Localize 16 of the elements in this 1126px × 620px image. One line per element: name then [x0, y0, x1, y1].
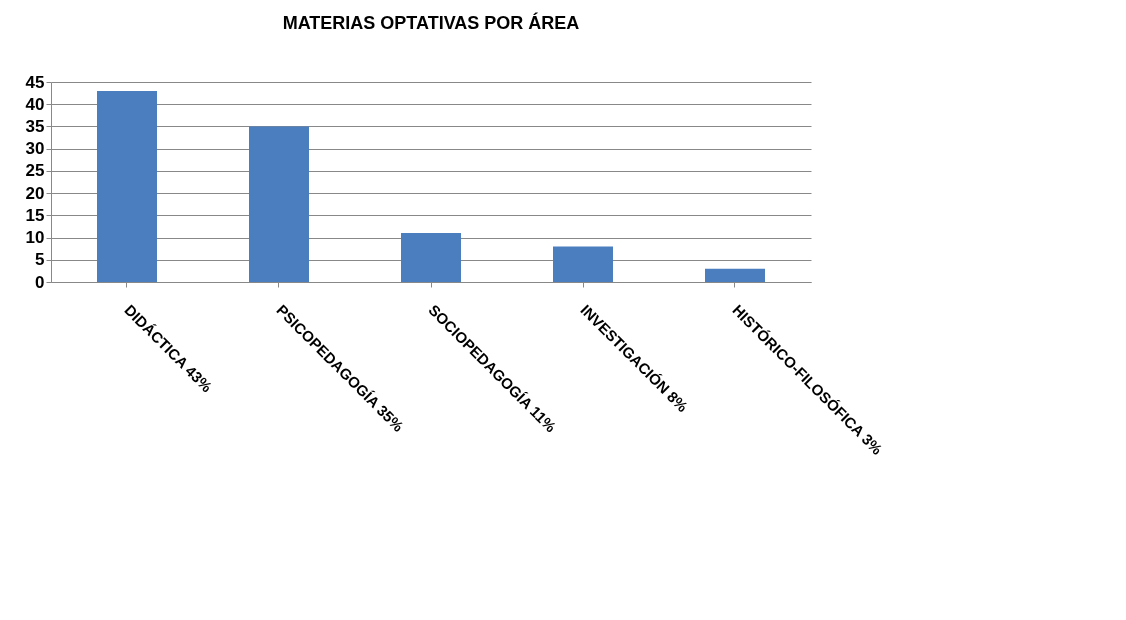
y-tick-label: 30	[25, 139, 45, 159]
chart-title: MATERIAS OPTATIVAS POR ÁREA	[282, 12, 580, 33]
bar	[705, 268, 765, 282]
bar	[97, 90, 157, 282]
bar	[553, 246, 613, 282]
bar	[249, 126, 309, 282]
y-tick-label: 20	[25, 183, 45, 203]
y-tick-label: 15	[25, 205, 45, 225]
y-tick-label: 0	[35, 272, 45, 292]
y-tick-label: 25	[25, 161, 45, 181]
bar	[401, 233, 461, 282]
y-tick-label: 35	[25, 116, 45, 136]
y-tick-label: 40	[25, 94, 45, 114]
y-tick-label: 10	[25, 228, 45, 248]
y-tick-label: 5	[35, 250, 45, 270]
y-tick-label: 45	[25, 72, 45, 92]
